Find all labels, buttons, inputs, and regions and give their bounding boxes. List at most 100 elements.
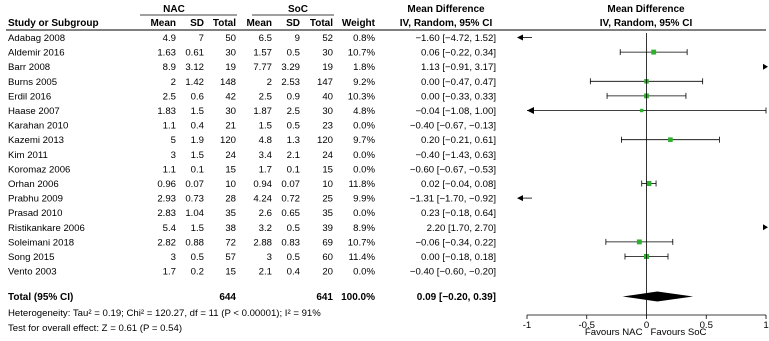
nac-total-cell: 15 xyxy=(225,267,236,278)
nac-total-cell: 120 xyxy=(220,135,236,146)
table-row: Orhan 2006 0.96 0.07 10 0.94 0.07 10 11.8% 0.02 … xyxy=(8,179,496,190)
nac-sd-cell: 1.42 xyxy=(185,77,204,88)
study-name: Barr 2008 xyxy=(8,62,50,73)
overall-effect-text: Test for overall effect: Z = 0.61 (P = 0… xyxy=(8,323,182,334)
ci-cell: 0.00 [−0.47, 0.47] xyxy=(421,77,496,88)
table-row: Vento 2003 1.7 0.2 15 2.1 0.4 20 0.0% −0.40 [−0.… xyxy=(8,267,496,278)
weight-cell: 0.0% xyxy=(353,150,375,161)
soc-total-cell: 69 xyxy=(322,237,333,248)
soc-sd-cell: 0.07 xyxy=(281,179,300,190)
offscale-arrow-left xyxy=(517,34,523,41)
study-name: Prabhu 2009 xyxy=(8,194,63,205)
nac-total-cell: 148 xyxy=(220,77,236,88)
table-row: Karahan 2010 1.1 0.4 21 1.5 0.5 23 0.0% −0.40 [−… xyxy=(8,121,496,132)
study-estimate xyxy=(517,195,532,202)
weight-header: Weight xyxy=(342,18,376,29)
table-header: NAC SoC Study or Subgroup Mean SD Total Mean SD… xyxy=(6,4,766,31)
study-estimate xyxy=(621,136,720,143)
soc-mean-cell: 2.5 xyxy=(259,91,272,102)
table-row: Prasad 2010 2.83 1.04 35 2.6 0.65 35 0.0% 0.23 [… xyxy=(8,208,496,219)
ci-cell: 0.00 [−0.18, 0.18] xyxy=(421,252,496,263)
soc-sd-cell: 0.5 xyxy=(287,252,300,263)
nac-total-cell: 30 xyxy=(225,106,236,117)
ci-cell: 1.13 [−0.91, 3.17] xyxy=(421,62,496,73)
soc-mean-cell: 2 xyxy=(267,77,272,88)
plot-title-header: Mean Difference xyxy=(607,4,685,15)
total-ci: 0.09 [−0.20, 0.39] xyxy=(417,292,496,303)
nac-sd-cell: 0.5 xyxy=(191,252,204,263)
soc-sd-cell: 0.65 xyxy=(281,208,300,219)
study-rows: Adabag 2008 4.9 7 50 6.5 9 52 0.8% −1.60 [−4.72,… xyxy=(8,33,496,303)
soc-total-cell: 10 xyxy=(322,179,333,190)
study-estimate xyxy=(763,63,768,70)
nac-sd-cell: 0.07 xyxy=(185,179,204,190)
nac-sd-cell: 0.1 xyxy=(191,164,204,175)
nac-sd-cell: 0.73 xyxy=(185,194,204,205)
soc-sd-cell: 0.5 xyxy=(287,48,300,59)
nac-total-sum: 644 xyxy=(219,292,236,303)
soc-sd-cell: 0.83 xyxy=(281,237,300,248)
nac-total-cell: 57 xyxy=(225,252,236,263)
soc-total-sum: 641 xyxy=(316,292,333,303)
x-tick-label: -0.5 xyxy=(578,320,595,331)
soc-total-cell: 30 xyxy=(322,48,333,59)
ci-cell: −1.31 [−1.70, −0.92] xyxy=(410,194,496,205)
soc-mean-cell: 6.5 xyxy=(259,33,272,44)
weight-cell: 9.2% xyxy=(353,77,375,88)
nac-sd-cell: 1.5 xyxy=(191,223,204,234)
soc-total-cell: 40 xyxy=(322,91,333,102)
table-row: Erdil 2016 2.5 0.6 42 2.5 0.9 40 10.3% 0.00 [−0.… xyxy=(8,91,496,102)
ci-cell: −0.40 [−0.67, −0.13] xyxy=(410,121,496,132)
table-row: Barr 2008 8.9 3.12 19 7.77 3.29 19 1.8% 1.13 [−0… xyxy=(8,62,496,73)
soc-mean-cell: 3 xyxy=(267,252,272,263)
study-name: Kazemi 2013 xyxy=(8,135,64,146)
nac-mean-cell: 2 xyxy=(171,77,176,88)
study-name: Adabag 2008 xyxy=(8,33,65,44)
favours-soc-label: Favours SoC xyxy=(651,327,707,338)
plot-method-header: IV, Random, 95% CI xyxy=(600,18,693,29)
weight-cell: 10.7% xyxy=(348,237,376,248)
nac-total-cell: 15 xyxy=(225,164,236,175)
nac-mean-cell: 1.1 xyxy=(163,121,176,132)
soc-sd-cell: 0.72 xyxy=(281,194,300,205)
ci-cell: −0.60 [−0.67, −0.53] xyxy=(410,164,496,175)
weight-cell: 0.0% xyxy=(353,121,375,132)
soc-total-cell: 19 xyxy=(322,62,333,73)
study-name: Orhan 2006 xyxy=(8,179,59,190)
nac-total-cell: 24 xyxy=(225,150,236,161)
table-row: Prabhu 2009 2.93 0.73 28 4.24 0.72 25 9.9% −1.31… xyxy=(8,194,496,205)
offscale-arrow-right xyxy=(763,224,768,231)
nac-sd-cell: 1.5 xyxy=(191,150,204,161)
study-name: Koromaz 2006 xyxy=(8,164,70,175)
soc-total-cell: 25 xyxy=(322,194,333,205)
x-tick-label: -1 xyxy=(523,320,532,331)
nac-mean-cell: 1.7 xyxy=(163,267,176,278)
nac-sd-cell: 0.88 xyxy=(185,237,204,248)
soc-total-cell: 23 xyxy=(322,121,333,132)
total-label: Total (95% CI) xyxy=(8,292,73,303)
nac-total-cell: 50 xyxy=(225,33,236,44)
soc-group-header: SoC xyxy=(288,4,308,15)
nac-total-cell: 30 xyxy=(225,48,236,59)
ci-cell: −0.40 [−1.43, 0.63] xyxy=(415,150,496,161)
soc-total-cell: 30 xyxy=(322,106,333,117)
weight-cell: 8.9% xyxy=(353,223,375,234)
ci-cell: −0.40 [−0.60, −0.20] xyxy=(410,267,496,278)
ci-cell: −1.60 [−4.72, 1.52] xyxy=(415,33,496,44)
soc-sd-cell: 0.9 xyxy=(287,91,300,102)
plot-area: -1 -0.5 0 0.5 1 Favours NAC Favours SoC xyxy=(517,33,769,338)
table-row: Adabag 2008 4.9 7 50 6.5 9 52 0.8% −1.60 [−4.72,… xyxy=(8,33,496,44)
soc-mean-cell: 1.57 xyxy=(253,48,272,59)
pooled-diamond xyxy=(622,291,694,302)
nac-sd-cell: 1.5 xyxy=(191,106,204,117)
weight-cell: 10.7% xyxy=(348,48,376,59)
nac-mean-header: Mean xyxy=(150,18,176,29)
soc-mean-cell: 1.5 xyxy=(259,121,272,132)
study-column-header: Study or Subgroup xyxy=(8,18,99,29)
soc-sd-cell: 3.29 xyxy=(281,62,300,73)
weight-cell: 10.3% xyxy=(348,91,376,102)
point-estimate xyxy=(640,108,644,113)
table-row: Haase 2007 1.83 1.5 30 1.87 2.5 30 4.8% −0.04 [−… xyxy=(8,106,496,117)
table-row: Kim 2011 3 1.5 24 3.4 2.1 24 0.0% −0.40 [−1.43, … xyxy=(8,150,496,161)
nac-total-cell: 19 xyxy=(225,62,236,73)
